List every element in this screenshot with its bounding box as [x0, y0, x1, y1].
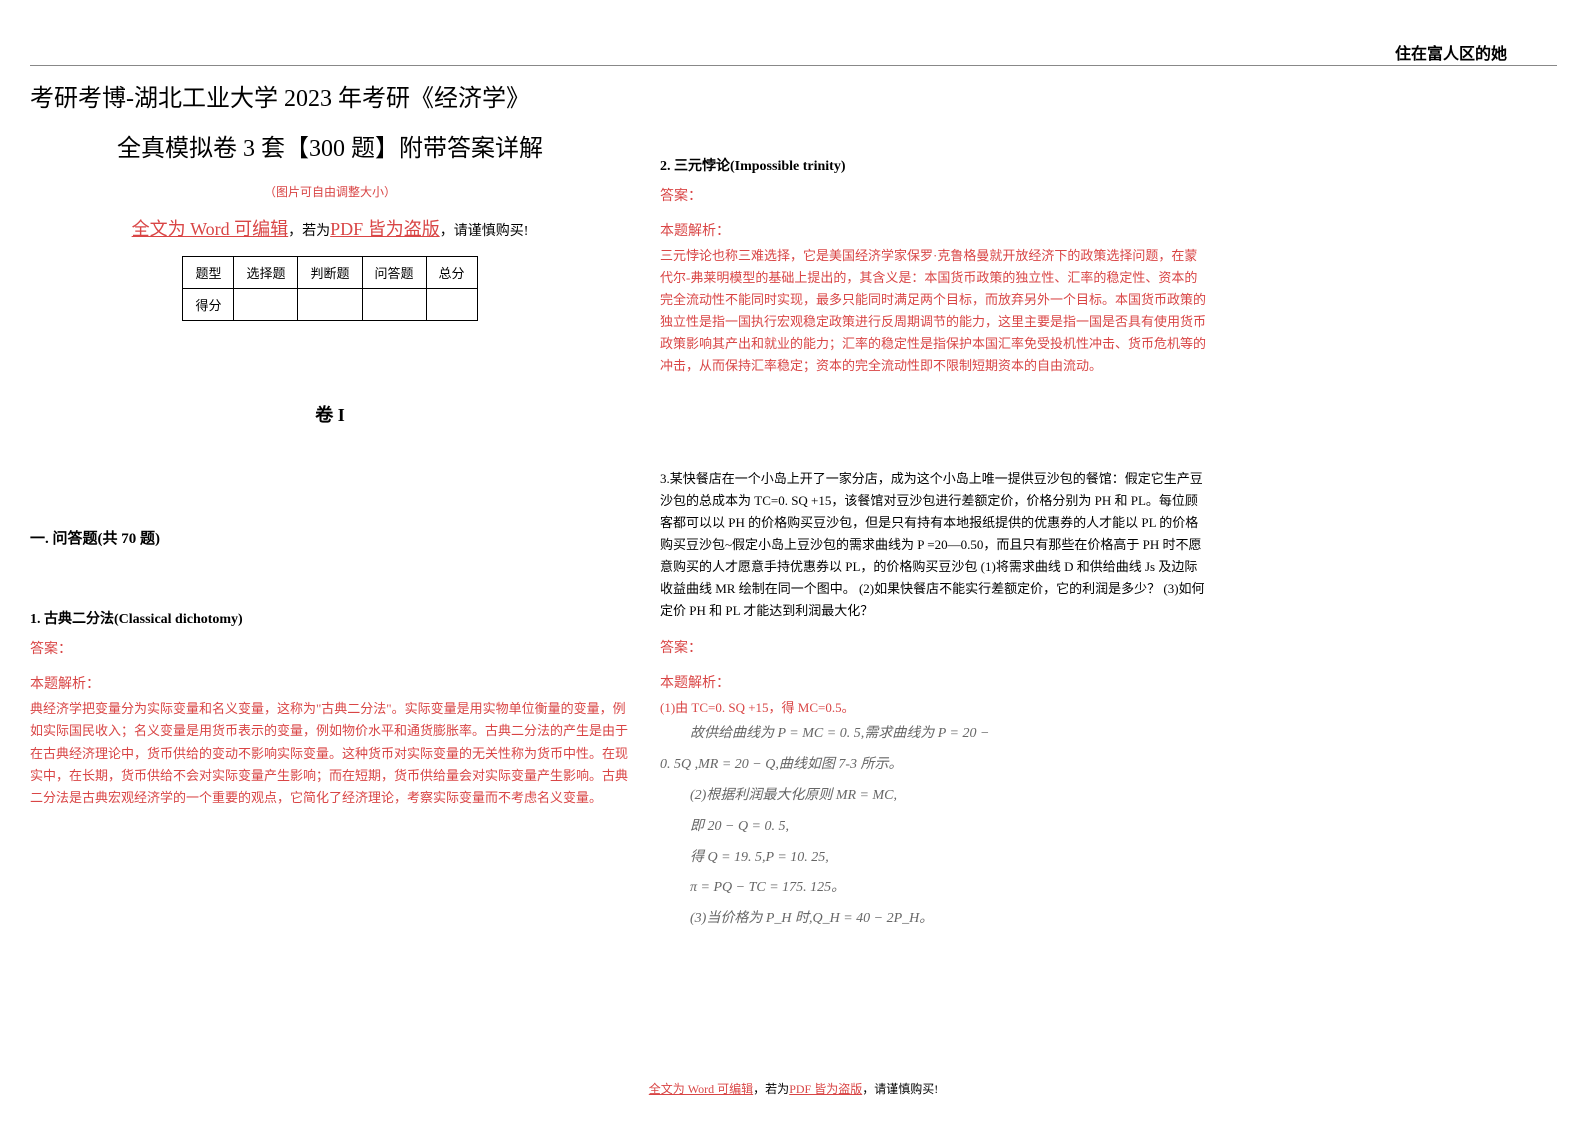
table-header: 总分 [426, 257, 477, 289]
q3-text: 3.某快餐店在一个小岛上开了一家分店，成为这个小岛上唯一提供豆沙包的餐馆：假定它… [660, 468, 1210, 623]
main-title-1: 考研考博-湖北工业大学 2023 年考研《经济学》 [30, 80, 630, 118]
left-column: 考研考博-湖北工业大学 2023 年考研《经济学》 全真模拟卷 3 套【300 … [30, 80, 630, 839]
q1-answer-label: 答案： [30, 638, 630, 658]
math-line: π = PQ − TC = 175. 125。 [690, 873, 1210, 904]
footer-end: ，请谨慎购买! [862, 1082, 938, 1096]
edit-note-mid: ，若为 [288, 224, 330, 239]
table-header: 判断题 [298, 257, 362, 289]
q3-answer-label: 答案： [660, 637, 1210, 657]
q3-analysis-label: 本题解析： [660, 672, 1210, 692]
edit-note: 全文为 Word 可编辑，若为PDF 皆为盗版，请谨慎购买! [30, 215, 630, 241]
math-line: 得 Q = 19. 5,P = 10. 25, [690, 843, 1210, 874]
table-cell [426, 289, 477, 321]
math-line: 即 20 − Q = 0. 5, [690, 812, 1210, 843]
main-title-2: 全真模拟卷 3 套【300 题】附带答案详解 [30, 128, 630, 163]
header-divider [30, 65, 1557, 66]
math-line: (2)根据利润最大化原则 MR = MC, [690, 781, 1210, 812]
q1-analysis-text: 典经济学把变量分为实际变量和名义变量，这称为"古典二分法"。实际变量是用实物单位… [30, 698, 630, 808]
volume-label: 卷 I [30, 401, 630, 427]
edit-note-red1: 全文为 Word 可编辑 [132, 219, 289, 239]
score-table: 题型 选择题 判断题 问答题 总分 得分 [182, 256, 477, 321]
footer-red2: PDF 皆为盗版 [789, 1082, 862, 1096]
math-line: 0. 5Q ,MR = 20 − Q,曲线如图 7-3 所示。 [660, 750, 1210, 781]
header-right-text: 住在富人区的她 [1395, 40, 1507, 64]
edit-note-red2: PDF 皆为盗版 [330, 219, 440, 239]
table-cell [298, 289, 362, 321]
table-row: 得分 [183, 289, 477, 321]
question-1: 1. 古典二分法(Classical dichotomy) 答案： 本题解析： … [30, 608, 630, 808]
table-cell [362, 289, 426, 321]
edit-note-end: ，请谨慎购买! [440, 224, 529, 239]
table-header: 选择题 [234, 257, 298, 289]
image-adjust-note: （图片可自由调整大小） [30, 183, 630, 200]
table-cell [234, 289, 298, 321]
q2-analysis-label: 本题解析： [660, 220, 1210, 240]
math-block: 故供给曲线为 P = MC = 0. 5,需求曲线为 P = 20 − 0. 5… [690, 719, 1210, 935]
section-title: 一. 问答题(共 70 题) [30, 527, 630, 548]
q3-analysis-line1: (1)由 TC=0. SQ +15，得 MC=0.5。 [660, 697, 1210, 719]
q1-title: 1. 古典二分法(Classical dichotomy) [30, 608, 630, 628]
footer-mid: ，若为 [753, 1082, 789, 1096]
question-3: 3.某快餐店在一个小岛上开了一家分店，成为这个小岛上唯一提供豆沙包的餐馆：假定它… [660, 468, 1210, 935]
q2-analysis-text: 三元悖论也称三难选择，它是美国经济学家保罗·克鲁格曼就开放经济下的政策选择问题，… [660, 245, 1210, 378]
table-cell: 得分 [183, 289, 234, 321]
right-column: 2. 三元悖论(Impossible trinity) 答案： 本题解析： 三元… [660, 80, 1210, 965]
math-line: 故供给曲线为 P = MC = 0. 5,需求曲线为 P = 20 − [690, 719, 1210, 750]
q1-analysis-label: 本题解析： [30, 673, 630, 693]
math-line: (3)当价格为 P_H 时,Q_H = 40 − 2P_H。 [690, 904, 1210, 935]
footer-red1: 全文为 Word 可编辑 [649, 1082, 753, 1096]
footer-note: 全文为 Word 可编辑，若为PDF 皆为盗版，请谨慎购买! [649, 1080, 938, 1097]
q2-answer-label: 答案： [660, 185, 1210, 205]
question-2: 2. 三元悖论(Impossible trinity) 答案： 本题解析： 三元… [660, 155, 1210, 378]
table-row: 题型 选择题 判断题 问答题 总分 [183, 257, 477, 289]
table-header: 题型 [183, 257, 234, 289]
table-header: 问答题 [362, 257, 426, 289]
q2-title: 2. 三元悖论(Impossible trinity) [660, 155, 1210, 175]
